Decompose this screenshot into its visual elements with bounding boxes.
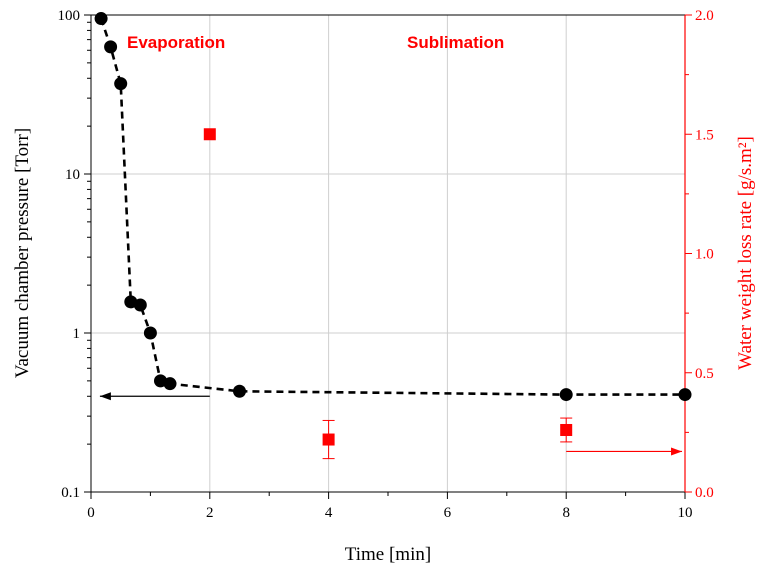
axis-arrow-head	[99, 392, 111, 401]
x-axis-title: Time [min]	[345, 544, 431, 565]
y-left-tick-label: 100	[58, 8, 81, 24]
y-right-ticks: 0.0 0.5 1.0 1.5 2.0	[685, 8, 714, 501]
pressure-point	[163, 377, 177, 391]
weight-loss-point	[203, 128, 216, 141]
y-left-tick-label: 10	[65, 167, 80, 183]
x-tick-label: 10	[678, 505, 693, 521]
plot-frame	[90, 14, 686, 493]
pressure-point	[133, 298, 147, 312]
arrows	[99, 392, 683, 456]
pressure-point	[114, 77, 128, 91]
x-tick-label: 4	[325, 505, 333, 521]
x-tick-label: 6	[444, 505, 452, 521]
pressure-dashed-line	[99, 18, 685, 396]
pressure-point	[559, 388, 573, 402]
weight-loss-point	[322, 433, 335, 446]
y-left-tick-label: 0.1	[61, 485, 80, 501]
pressure-point	[104, 40, 118, 54]
y-right-tick-label: 0.0	[695, 485, 714, 501]
pressure-point	[678, 388, 692, 402]
y-right-tick-label: 0.5	[695, 366, 714, 382]
x-tick-label: 0	[87, 505, 95, 521]
pressure-point	[143, 326, 157, 340]
pressure-point	[94, 12, 108, 26]
y-left-axis-title: Vacuum chamber pressure [Torr]	[12, 128, 33, 378]
weight-loss-point	[560, 423, 573, 436]
pressure-series	[94, 12, 692, 402]
weight-loss-series	[203, 128, 573, 460]
axis-arrow-head	[671, 447, 683, 456]
evaporation-label: Evaporation	[127, 33, 225, 52]
x-tick-label: 8	[562, 505, 570, 521]
x-tick-label: 2	[206, 505, 214, 521]
grid	[90, 14, 686, 493]
y-left-ticks: 0.1 1 10 100	[58, 8, 91, 501]
y-right-tick-label: 1.0	[695, 247, 714, 263]
x-ticks: 0 2 4 6 8 10	[87, 492, 693, 521]
y-right-tick-label: 1.5	[695, 127, 714, 143]
y-right-axis-title: Water weight loss rate [g/s.m²]	[735, 136, 756, 370]
pressure-point	[233, 384, 246, 398]
y-right-tick-label: 2.0	[695, 8, 714, 24]
sublimation-label: Sublimation	[407, 33, 504, 52]
y-left-tick-label: 1	[73, 326, 81, 342]
